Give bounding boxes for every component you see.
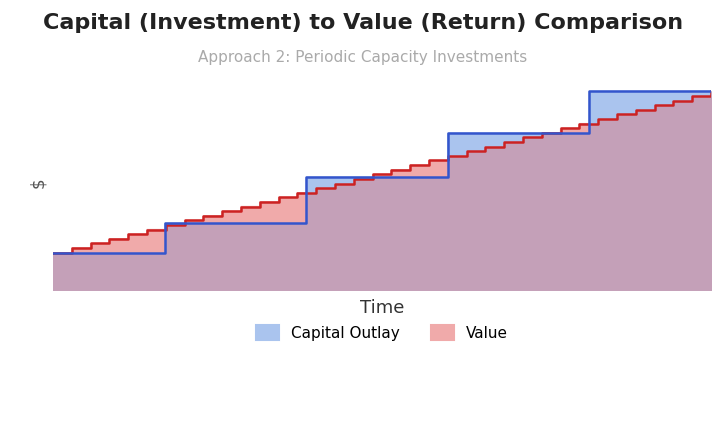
X-axis label: Time: Time xyxy=(360,299,404,317)
Legend: Capital Outlay, Value: Capital Outlay, Value xyxy=(250,319,514,347)
Y-axis label: $: $ xyxy=(30,178,47,188)
Text: Approach 2: Periodic Capacity Investments: Approach 2: Periodic Capacity Investment… xyxy=(198,50,528,65)
Text: Capital (Investment) to Value (Return) Comparison: Capital (Investment) to Value (Return) C… xyxy=(43,13,683,33)
